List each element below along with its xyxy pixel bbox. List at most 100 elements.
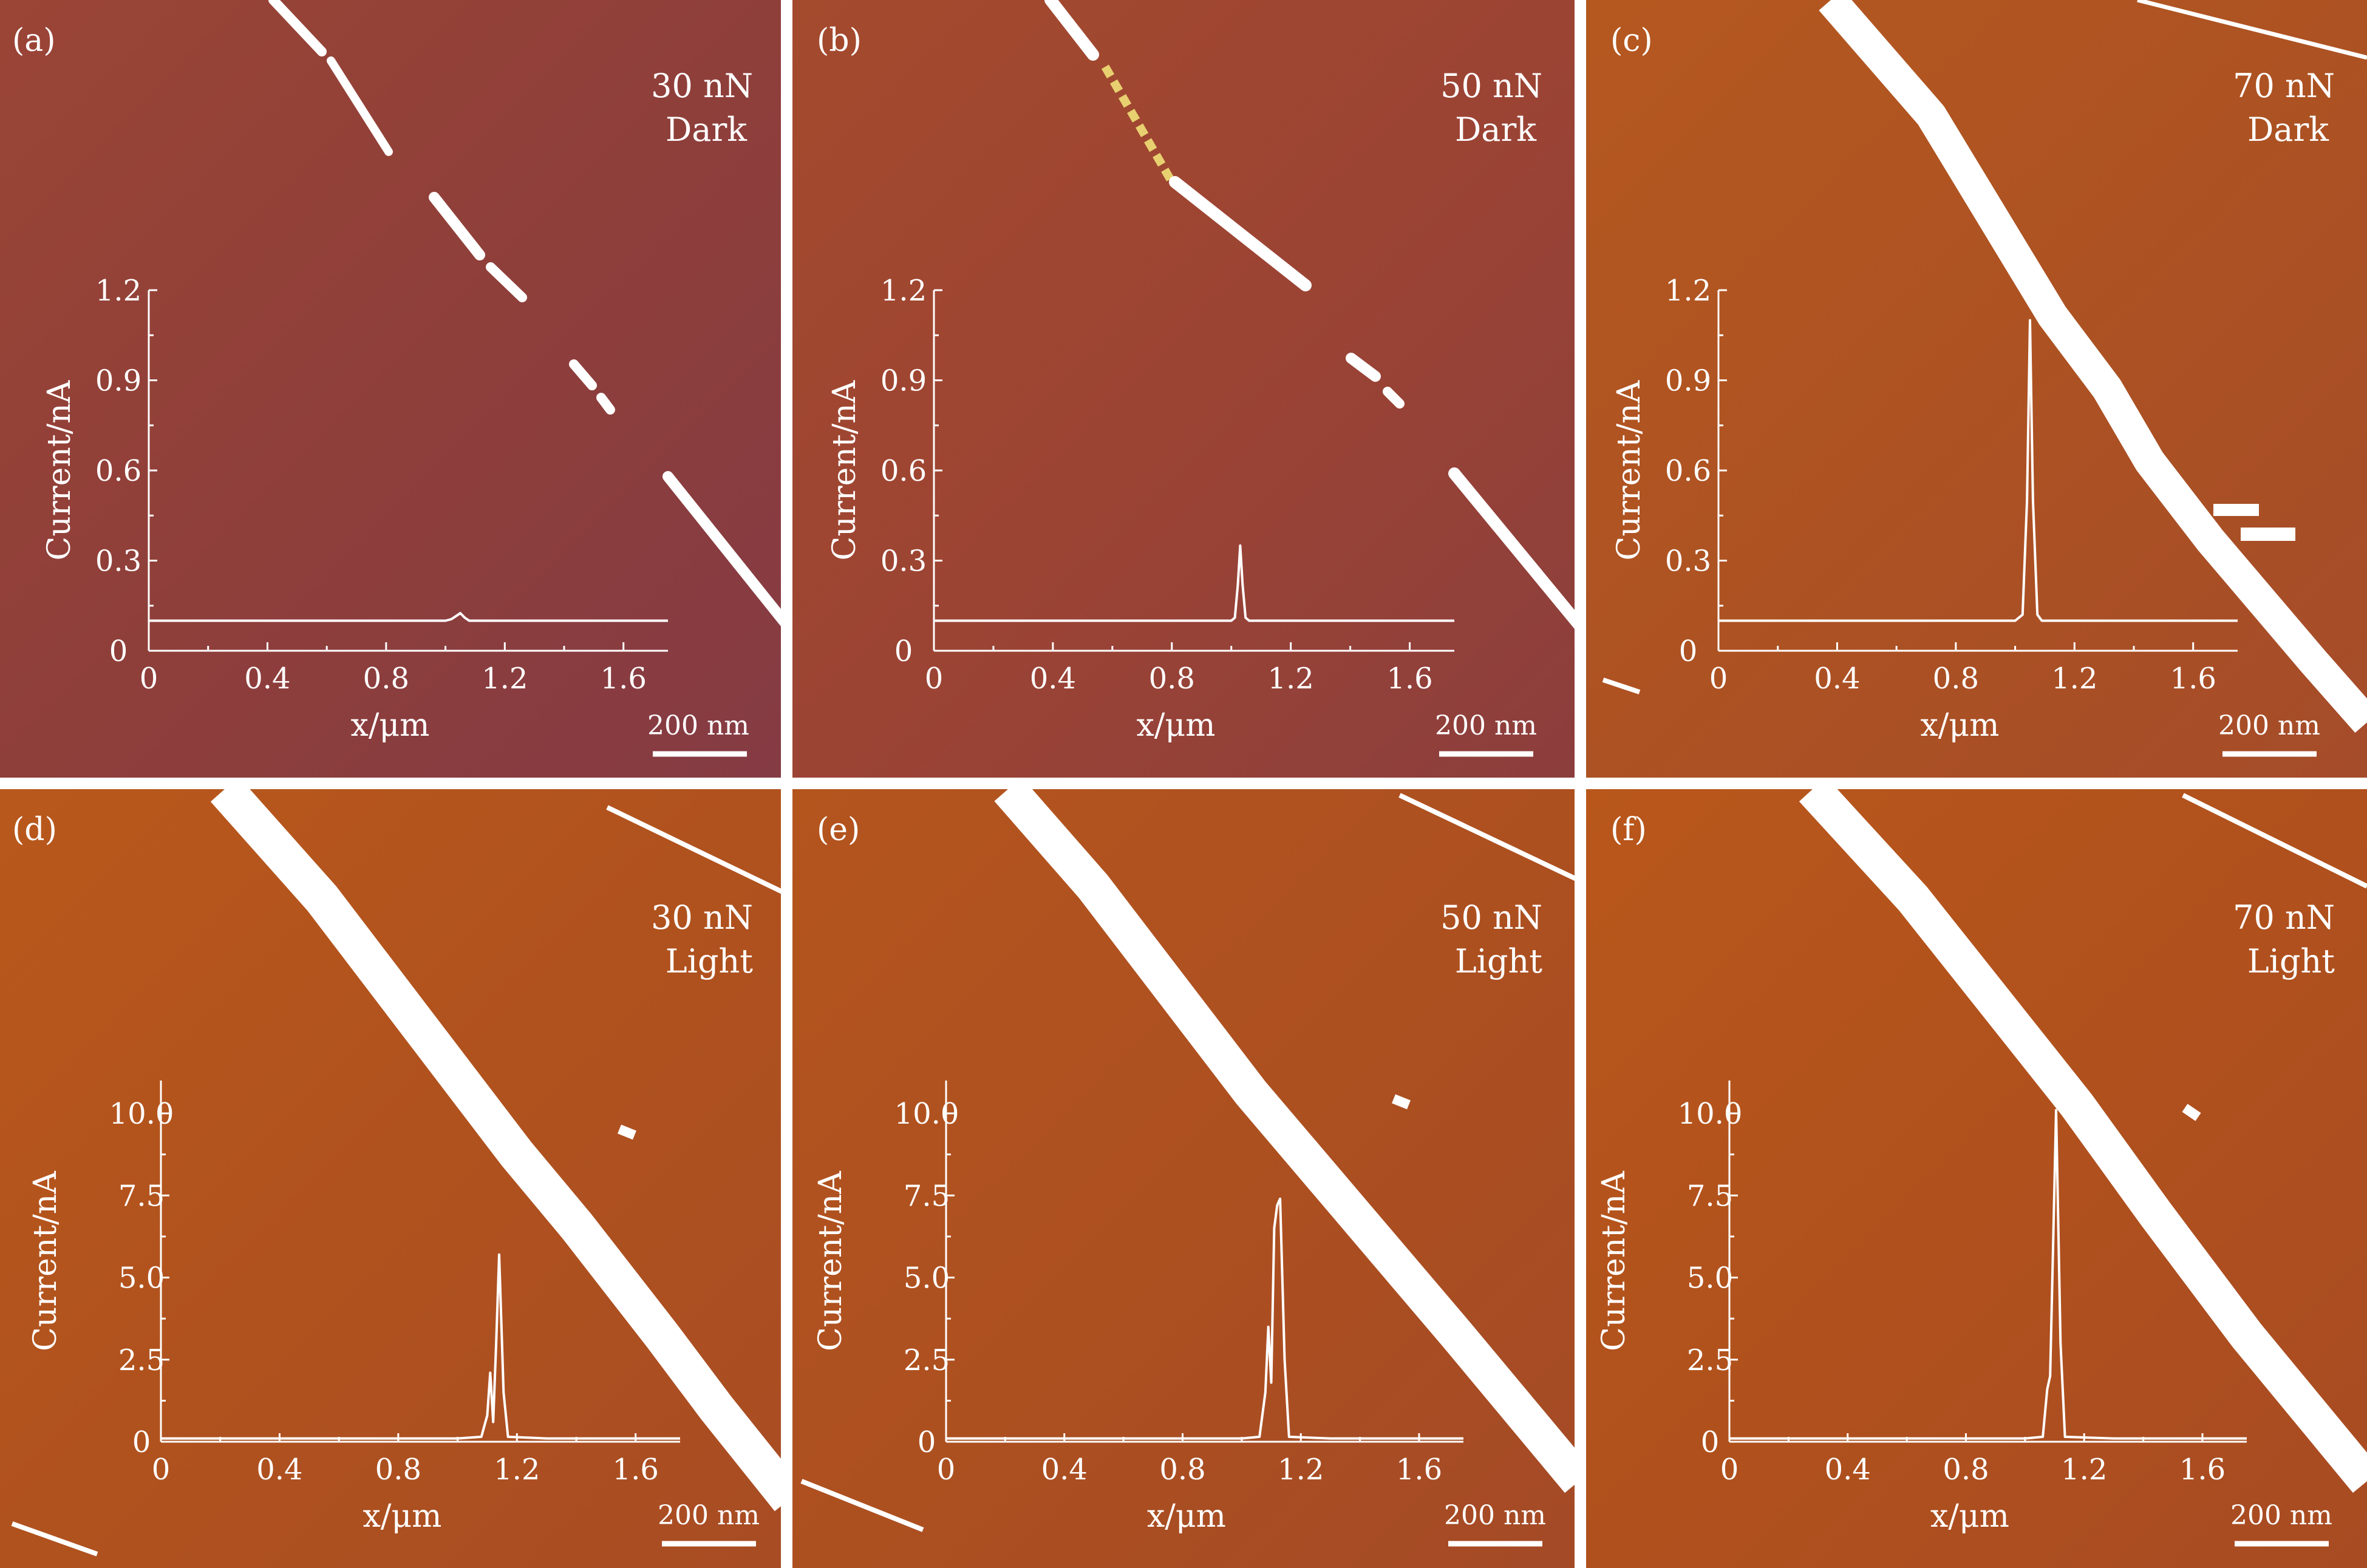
force-label: 70 nN [2233, 67, 2335, 105]
y-tick-label: 7.5 [904, 1179, 950, 1213]
y-tick-label: 0.6 [1665, 454, 1711, 488]
x-tick-label: 1.6 [2170, 662, 2216, 696]
y-tick-label: 0.3 [1665, 545, 1711, 579]
panel-d: (d) 30 nN Light 0 0.4 0.8 1.2 1.6 0 2.5 5.0 7.5 1… [0, 789, 781, 1568]
x-tick-label: 1.6 [1386, 662, 1432, 696]
x-tick-label: 0.4 [256, 1453, 302, 1487]
current-trace [161, 1253, 680, 1440]
x-tick-label: 0.8 [375, 1453, 421, 1487]
current-profile-plot: 0 0.4 0.8 1.2 1.6 0 2.5 5.0 7.5 10.0 x/μm Current/n… [27, 1081, 680, 1535]
afm-background [0, 0, 781, 778]
panel-label: (d) [12, 812, 57, 848]
x-tick-label: 0 [1709, 662, 1728, 696]
y-tick-label: 10.0 [109, 1097, 174, 1131]
y-tick-label: 2.5 [1687, 1343, 1733, 1377]
y-tick-label: 0 [1679, 634, 1698, 668]
x-tick-label: 0 [1720, 1453, 1739, 1487]
y-tick-label: 10.0 [894, 1097, 959, 1131]
nanowire-stripe [1799, 789, 2367, 1493]
scale-bar-label: 200 nm [2230, 1500, 2332, 1531]
scale-bar-label: 200 nm [1444, 1500, 1546, 1531]
current-profile-plot: 0 0.4 0.8 1.2 1.6 0 2.5 5.0 7.5 10.0 x/μm Current/n… [1596, 1081, 2247, 1535]
current-trace [149, 612, 668, 622]
current-trace [1718, 319, 2238, 622]
x-tick-label: 1.6 [2179, 1453, 2226, 1487]
x-tick-label: 1.2 [2061, 1453, 2107, 1487]
y-tick-label: 1.2 [880, 274, 927, 308]
current-trace [1729, 1108, 2247, 1440]
y-tick-label: 10.0 [1678, 1097, 1743, 1131]
x-tick-label: 1.2 [2051, 662, 2097, 696]
panel-label: (f) [1610, 812, 1647, 848]
x-tick-label: 0.4 [1030, 662, 1076, 696]
y-tick-label: 7.5 [118, 1179, 165, 1213]
x-tick-label: 1.6 [1396, 1453, 1442, 1487]
x-tick-label: 1.2 [1267, 662, 1313, 696]
y-tick-label: 5.0 [1687, 1261, 1733, 1295]
y-tick-label: 5.0 [118, 1261, 165, 1295]
x-tick-label: 0.4 [1041, 1453, 1088, 1487]
y-axis-label: Current/nA [1596, 1170, 1632, 1351]
x-tick-label: 0 [937, 1453, 956, 1487]
y-axis-label: Current/nA [1611, 379, 1647, 560]
panel-label: (a) [12, 22, 56, 59]
x-tick-label: 1.6 [613, 1453, 659, 1487]
x-tick-label: 0 [925, 662, 944, 696]
force-label: 30 nN [651, 67, 753, 105]
y-axis-label: Current/nA [826, 379, 863, 560]
y-axis-label: Current/nA [812, 1170, 849, 1351]
nanowire-stripe [1044, 0, 1575, 630]
nanowire-stripe [11, 789, 781, 1556]
x-tick-label: 0.4 [244, 662, 290, 696]
x-tick-label: 1.2 [1278, 1453, 1324, 1487]
force-label: 50 nN [1440, 67, 1542, 105]
y-tick-label: 1.2 [95, 274, 141, 308]
x-axis-label: x/μm [1921, 707, 2000, 744]
nanowire-stripe [800, 789, 1575, 1532]
x-axis-label: x/μm [1147, 1498, 1226, 1535]
x-axis-label: x/μm [1137, 707, 1216, 744]
y-tick-label: 1.2 [1665, 274, 1711, 308]
panel-label: (b) [817, 22, 862, 59]
x-axis-label: x/μm [363, 1498, 442, 1535]
x-tick-label: 0.8 [1933, 662, 1979, 696]
panel-label: (c) [1610, 22, 1653, 59]
y-tick-label: 0.3 [880, 545, 927, 579]
illumination-label: Light [666, 942, 753, 980]
y-tick-label: 0 [918, 1425, 936, 1459]
illumination-label: Dark [666, 110, 748, 149]
y-tick-label: 0.9 [95, 364, 141, 398]
panel-label: (e) [817, 812, 860, 848]
current-trace [946, 1197, 1463, 1440]
y-tick-label: 0.6 [95, 454, 141, 488]
current-trace [934, 544, 1454, 622]
x-tick-label: 0 [140, 662, 158, 696]
current-profile-plot: 0 0.4 0.8 1.2 1.6 0 0.3 0.6 0.9 1.2 x/μm Current/nA [826, 274, 1454, 744]
y-axis-label: Current/nA [27, 1170, 64, 1351]
illumination-label: Light [2247, 942, 2335, 980]
x-tick-label: 0.4 [1814, 662, 1860, 696]
y-tick-label: 0 [109, 634, 128, 668]
panel-e: (e) 50 nN Light 0 0.4 0.8 1.2 1.6 0 2.5 5.0 7.5 1… [792, 789, 1575, 1568]
force-label: 50 nN [1440, 898, 1542, 937]
scale-bar-label: 200 nm [2218, 710, 2320, 741]
y-tick-label: 7.5 [1687, 1179, 1733, 1213]
scale-bar-label: 200 nm [1435, 710, 1537, 741]
illumination-label: Dark [1455, 110, 1537, 149]
y-tick-label: 2.5 [904, 1343, 950, 1377]
y-tick-label: 0 [1701, 1425, 1720, 1459]
y-tick-label: 0 [132, 1425, 151, 1459]
x-axis-label: x/μm [351, 707, 430, 744]
x-axis-label: x/μm [1930, 1498, 2009, 1535]
x-tick-label: 0.8 [1159, 1453, 1205, 1487]
x-tick-label: 0.8 [1149, 662, 1195, 696]
y-tick-label: 2.5 [118, 1343, 165, 1377]
panel-b: (b) 50 nN Dark 0 0.4 0.8 1.2 1.6 0 0.3 0.6 0.9 1.… [792, 0, 1575, 778]
x-tick-label: 0.8 [1943, 1453, 1989, 1487]
scale-bar-label: 200 nm [658, 1500, 760, 1531]
scale-bar-label: 200 nm [647, 710, 749, 741]
x-tick-label: 1.6 [601, 662, 647, 696]
nanowire-stripe [1602, 0, 2367, 733]
x-tick-label: 1.2 [482, 662, 528, 696]
